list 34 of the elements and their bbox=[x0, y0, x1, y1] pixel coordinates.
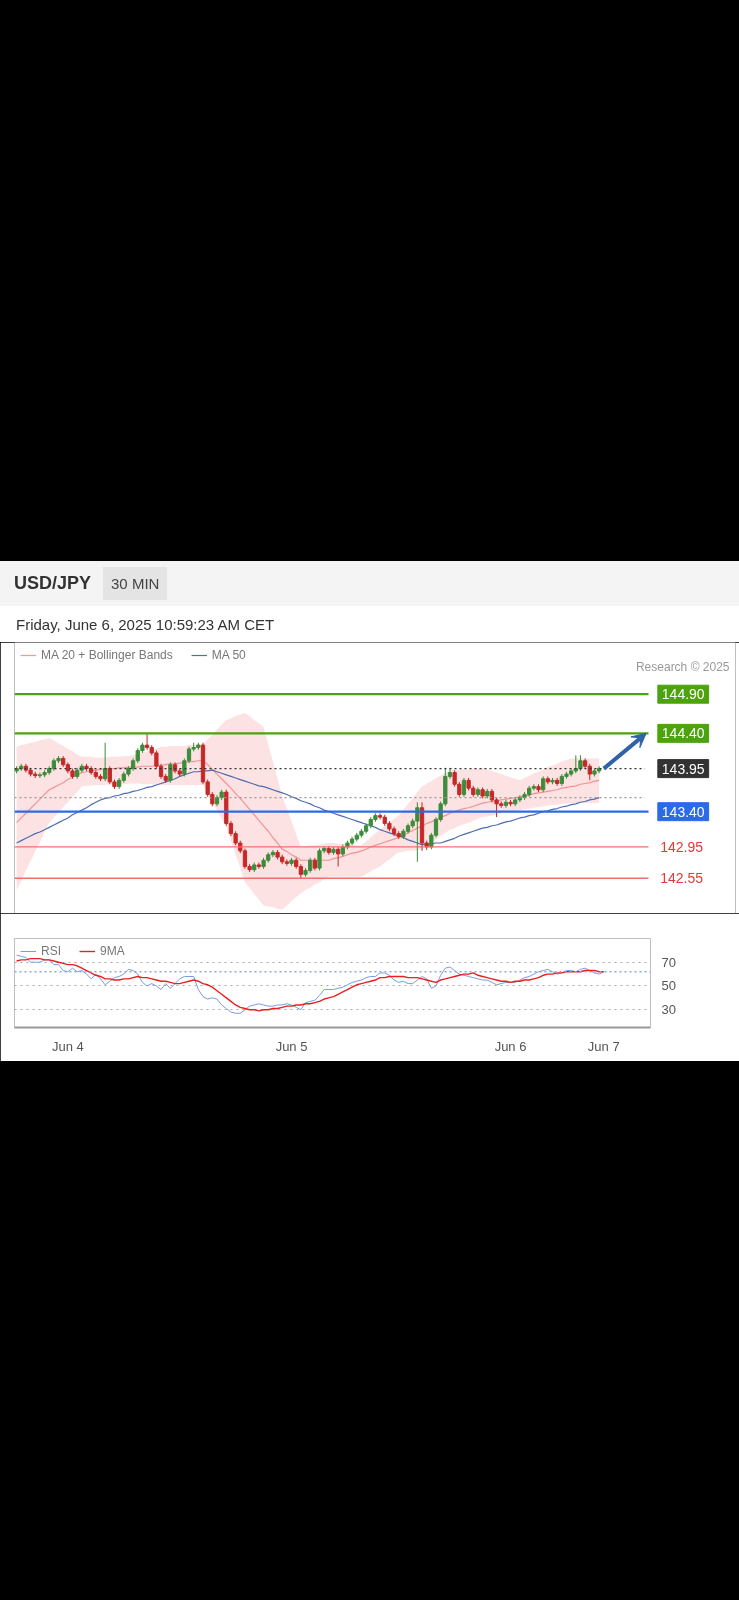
candlestick bbox=[336, 846, 341, 868]
y-tick-label: 143.95 bbox=[661, 760, 705, 777]
candlestick bbox=[284, 858, 290, 867]
chart-title: USD/JPY bbox=[14, 571, 92, 595]
y-tick-label: 144.40 bbox=[661, 725, 705, 742]
line-series bbox=[16, 769, 600, 846]
x-tick-label: Jun 7 bbox=[587, 1038, 620, 1054]
candlestick bbox=[461, 777, 467, 798]
line-series bbox=[16, 759, 600, 861]
legend-label: MA 50 bbox=[211, 648, 246, 662]
y-tick-label: 142.55 bbox=[660, 870, 704, 887]
candlestick bbox=[144, 732, 150, 751]
x-tick-label: Jun 4 bbox=[51, 1038, 84, 1054]
legend-label: 9MA bbox=[100, 944, 125, 958]
y-tick-label: 142.95 bbox=[660, 838, 704, 855]
x-tick-label: Jun 5 bbox=[275, 1038, 308, 1054]
x-tick-label: Jun 6 bbox=[494, 1038, 527, 1054]
y-tick-label: 70 bbox=[661, 954, 676, 970]
candlestick bbox=[503, 799, 509, 809]
y-tick-label: 30 bbox=[661, 1002, 676, 1018]
y-tick-label: 143.40 bbox=[661, 803, 705, 820]
candlestick bbox=[531, 783, 536, 792]
candlestick bbox=[256, 862, 262, 870]
text: Friday, June 6, 2025 10:59:23 AM CET bbox=[16, 615, 276, 635]
y-tick-label: 144.90 bbox=[661, 686, 705, 703]
candlestick bbox=[377, 812, 383, 821]
legend-label: RSI bbox=[41, 944, 62, 958]
text: Research © 2025 bbox=[635, 660, 730, 675]
y-tick-label: 50 bbox=[661, 978, 676, 994]
candlestick bbox=[270, 849, 276, 858]
candlestick bbox=[317, 847, 322, 871]
candlestick bbox=[37, 772, 43, 779]
legend-label: MA 20 + Bollinger Bands bbox=[41, 648, 173, 662]
chart-subtitle: 30 MIN bbox=[103, 566, 168, 601]
